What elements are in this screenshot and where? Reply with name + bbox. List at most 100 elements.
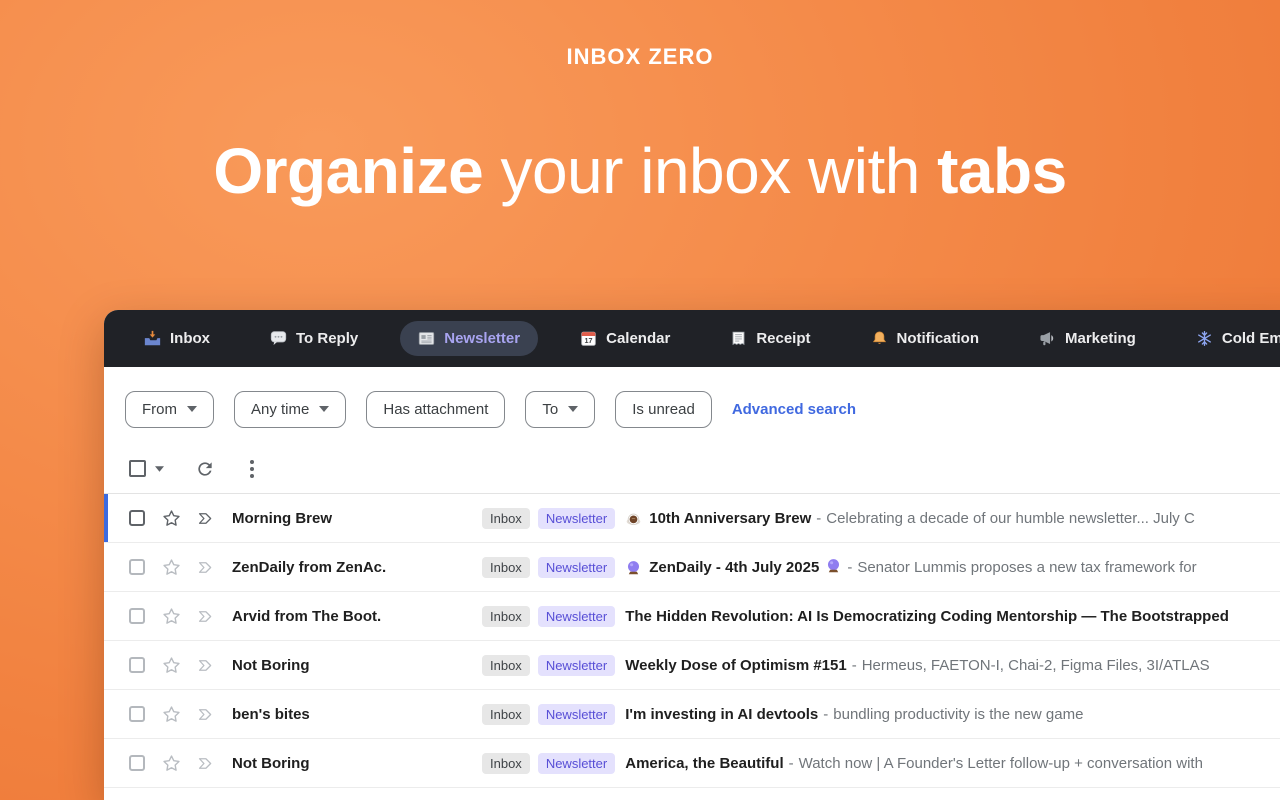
label-badge-inbox: Inbox	[482, 752, 530, 774]
page-title: Organize your inbox with tabs	[0, 134, 1280, 208]
email-list: Morning Brew Inbox Newsletter 10th Anniv…	[104, 494, 1280, 788]
crystal-ball-icon	[819, 557, 842, 578]
row-checkbox[interactable]	[129, 755, 145, 771]
speech-bubble-icon	[270, 331, 287, 345]
advanced-search-link[interactable]: Advanced search	[731, 400, 857, 418]
tab-inbox[interactable]: Inbox	[126, 321, 228, 356]
star-icon[interactable]	[161, 508, 182, 529]
tab-bar: Inbox To Reply Newsletter 17 Calendar Re…	[104, 310, 1280, 367]
email-subject: The Hidden Revolution: AI Is Democratizi…	[625, 607, 1229, 625]
email-sender: ben's bites	[232, 705, 310, 723]
email-subject-line: ZenDaily - 4th July 2025 - Senator Lummi…	[625, 557, 1280, 578]
tab-receipt[interactable]: Receipt	[712, 321, 828, 356]
tab-to-reply[interactable]: To Reply	[252, 321, 376, 356]
more-options-icon[interactable]	[246, 456, 258, 482]
tab-label: Calendar	[606, 330, 671, 347]
chevron-down-icon	[568, 406, 579, 412]
filter-chip-from[interactable]: From	[125, 390, 214, 428]
filter-bar: From Any time Has attachment To Is unrea…	[104, 367, 1280, 444]
tab-notification[interactable]: Notification	[853, 321, 998, 356]
megaphone-icon	[1040, 332, 1054, 346]
email-row[interactable]: ben's bites Inbox Newsletter I'm investi…	[104, 690, 1280, 739]
chip-label: Any time	[251, 400, 310, 418]
tab-calendar[interactable]: 17 Calendar	[562, 321, 688, 356]
subject-snippet-separator: -	[851, 656, 857, 674]
select-all-checkbox[interactable]	[129, 460, 146, 477]
importance-marker-icon[interactable]	[195, 509, 216, 528]
row-checkbox[interactable]	[129, 510, 145, 526]
importance-marker-icon[interactable]	[195, 705, 216, 724]
email-sender: Morning Brew	[232, 509, 332, 527]
tab-label: Receipt	[756, 330, 811, 347]
tab-cold-email[interactable]: Cold Email	[1178, 321, 1280, 356]
chip-label: From	[142, 400, 177, 418]
coffee-icon	[626, 513, 641, 525]
email-snippet: Hermeus, FAETON-I, Chai-2, Figma Files, …	[861, 656, 1210, 674]
subject-snippet-separator: -	[788, 754, 794, 772]
chip-label: To	[542, 400, 559, 418]
list-toolbar	[104, 444, 1280, 494]
calendar-day: 17	[585, 336, 593, 345]
email-row[interactable]: ZenDaily from ZenAc. Inbox Newsletter Ze…	[104, 543, 1280, 592]
refresh-icon[interactable]	[195, 459, 215, 479]
email-row[interactable]: Arvid from The Boot. Inbox Newsletter Th…	[104, 592, 1280, 641]
filter-chip-to[interactable]: To	[525, 390, 596, 428]
filter-chip-is-unread[interactable]: Is unread	[615, 390, 712, 428]
email-snippet: Senator Lummis proposes a new tax framew…	[857, 558, 1197, 576]
email-row[interactable]: Not Boring Inbox Newsletter Weekly Dose …	[104, 641, 1280, 690]
email-sender: Arvid from The Boot.	[232, 607, 382, 625]
star-icon[interactable]	[161, 655, 182, 676]
label-badge-newsletter: Newsletter	[537, 752, 616, 774]
title-bold-organize: Organize	[213, 135, 484, 207]
row-checkbox[interactable]	[129, 657, 145, 673]
email-subject: Weekly Dose of Optimism #151	[625, 656, 847, 674]
email-snippet: Watch now | A Founder's Letter follow-up…	[798, 754, 1203, 772]
filter-chip-has-attachment[interactable]: Has attachment	[366, 390, 506, 428]
star-icon[interactable]	[161, 753, 182, 774]
tab-label: To Reply	[296, 330, 359, 347]
label-badge-newsletter: Newsletter	[537, 654, 616, 676]
filter-chip-any-time[interactable]: Any time	[234, 390, 347, 428]
email-subject: 10th Anniversary Brew	[649, 509, 812, 527]
email-subject: ZenDaily - 4th July 2025	[649, 558, 820, 576]
subject-snippet-separator: -	[823, 705, 829, 723]
bell-icon	[872, 331, 886, 344]
snowflake-icon	[1197, 331, 1211, 346]
email-sender: Not Boring	[232, 656, 310, 674]
importance-marker-icon[interactable]	[195, 754, 216, 773]
newspaper-icon	[419, 332, 435, 345]
label-badge-inbox: Inbox	[482, 556, 530, 578]
email-snippet: bundling productivity is the new game	[833, 705, 1084, 723]
importance-marker-icon[interactable]	[195, 656, 216, 675]
chevron-down-icon	[187, 406, 197, 412]
label-badge-newsletter: Newsletter	[537, 605, 616, 627]
crystal-ball-icon	[628, 560, 640, 574]
email-subject-line: Weekly Dose of Optimism #151 - Hermeus, …	[625, 657, 1280, 674]
importance-marker-icon[interactable]	[195, 558, 216, 577]
chip-label: Has attachment	[383, 400, 489, 418]
row-checkbox[interactable]	[129, 559, 145, 575]
star-icon[interactable]	[161, 606, 182, 627]
tab-marketing[interactable]: Marketing	[1021, 321, 1154, 356]
calendar-icon: 17	[581, 331, 596, 346]
row-checkbox[interactable]	[129, 608, 145, 624]
email-subject: I'm investing in AI devtools	[625, 705, 819, 723]
tab-newsletter[interactable]: Newsletter	[400, 321, 539, 356]
email-subject-line: I'm investing in AI devtools - bundling …	[625, 706, 1280, 723]
email-subject-line: America, the Beautiful - Watch now | A F…	[625, 755, 1280, 772]
email-row[interactable]: Not Boring Inbox Newsletter America, the…	[104, 739, 1280, 788]
label-badge-inbox: Inbox	[482, 654, 530, 676]
chip-label: Is unread	[632, 400, 695, 418]
star-icon[interactable]	[161, 704, 182, 725]
subject-snippet-separator: -	[847, 558, 853, 576]
select-dropdown-caret-icon[interactable]	[155, 465, 164, 472]
email-row[interactable]: Morning Brew Inbox Newsletter 10th Anniv…	[104, 494, 1280, 543]
star-icon[interactable]	[161, 557, 182, 578]
inbox-tray-icon	[144, 330, 161, 346]
importance-marker-icon[interactable]	[195, 607, 216, 626]
row-checkbox[interactable]	[129, 706, 145, 722]
label-badge-inbox: Inbox	[482, 507, 530, 529]
email-snippet: Celebrating a decade of our humble newsl…	[826, 509, 1195, 527]
email-subject-line: The Hidden Revolution: AI Is Democratizi…	[625, 608, 1280, 625]
label-badge-inbox: Inbox	[482, 605, 530, 627]
